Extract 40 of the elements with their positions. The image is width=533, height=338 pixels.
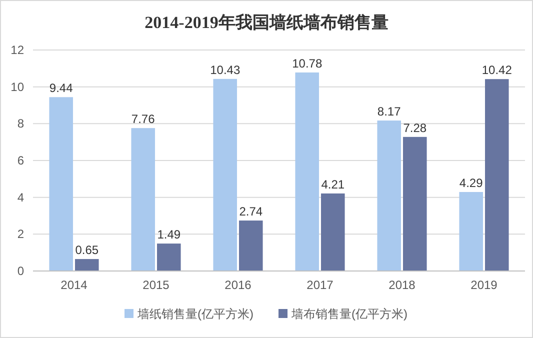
data-label: 9.44 <box>49 81 74 96</box>
bar <box>377 120 401 271</box>
bar <box>49 97 73 271</box>
y-tick-label: 8 <box>17 116 24 131</box>
y-tick-label: 6 <box>17 154 24 168</box>
bar <box>213 78 237 271</box>
chart-title: 2014-2019年我国墙纸墙布销售量 <box>144 13 388 32</box>
data-label: 7.28 <box>403 120 427 135</box>
y-tick-label: 10 <box>10 80 24 94</box>
data-label: 10.78 <box>292 56 322 70</box>
bar <box>157 244 181 271</box>
bar <box>485 79 509 271</box>
legend-label: 墙布销售量(亿平方米) <box>290 307 408 321</box>
bar <box>321 193 345 271</box>
data-label: 10.42 <box>482 63 512 78</box>
x-tick-label: 2018 <box>388 278 416 292</box>
y-tick-label: 12 <box>10 43 24 57</box>
data-label: 10.43 <box>210 62 240 77</box>
data-label: 0.65 <box>75 243 99 258</box>
bar <box>75 259 99 271</box>
y-tick-label: 4 <box>17 190 24 204</box>
bar <box>131 128 155 271</box>
x-tick-label: 2017 <box>306 278 334 292</box>
bar <box>239 220 263 271</box>
data-label: 7.76 <box>131 112 156 126</box>
data-label: 4.29 <box>459 176 484 190</box>
data-label: 8.17 <box>377 104 402 119</box>
y-tick-label: 0 <box>17 264 24 278</box>
legend-label: 墙纸销售量(亿平方米) <box>136 307 254 321</box>
bar <box>295 72 319 271</box>
bar <box>459 192 483 271</box>
x-tick-label: 2016 <box>224 278 252 292</box>
data-label: 1.49 <box>157 228 181 242</box>
bar <box>403 136 427 271</box>
data-label: 2.74 <box>239 204 263 219</box>
y-tick-label: 2 <box>17 227 24 242</box>
x-tick-label: 2015 <box>142 278 170 292</box>
x-tick-label: 2014 <box>60 278 88 292</box>
x-tick-label: 2019 <box>470 278 498 292</box>
data-label: 4.21 <box>321 177 345 192</box>
